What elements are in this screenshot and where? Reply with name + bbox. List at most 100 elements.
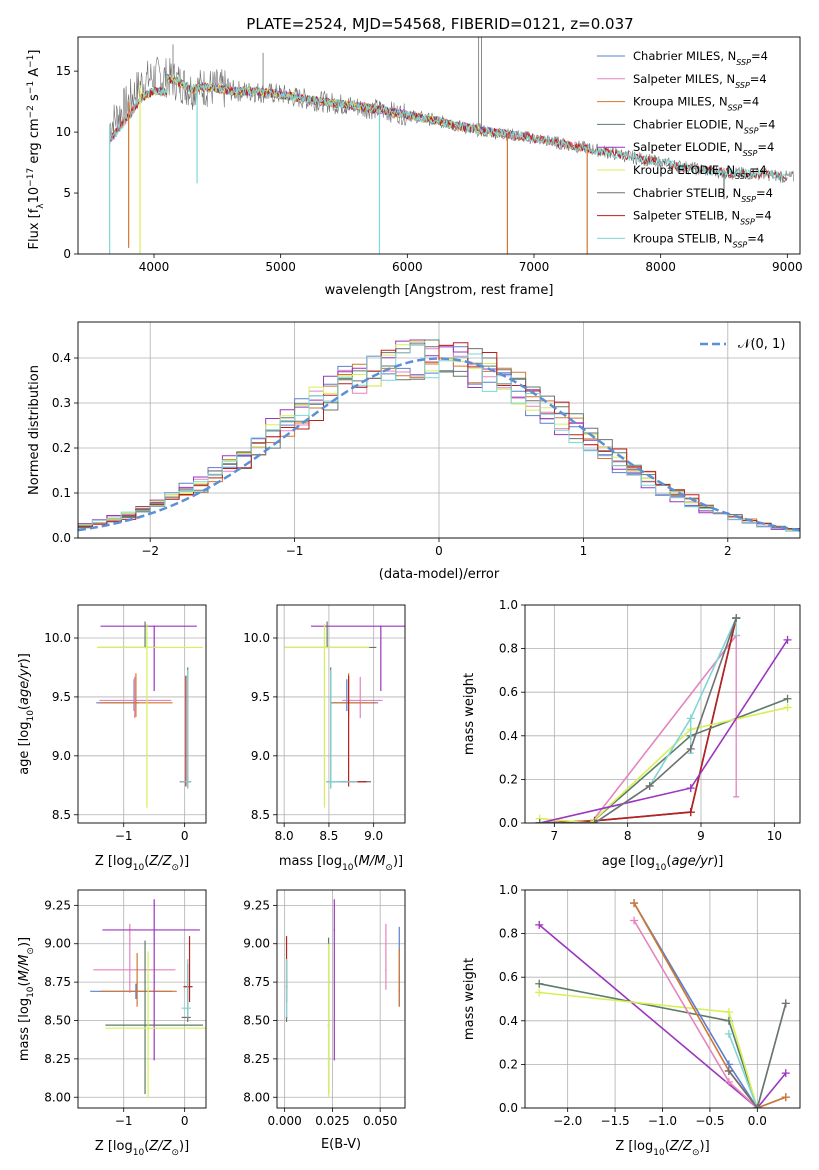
weight-marker: [783, 694, 792, 703]
data-point: [323, 646, 326, 649]
data-point: [129, 969, 131, 971]
data-point: [359, 699, 362, 702]
legend-label: Kroupa STELIB, NSSP=4: [633, 231, 764, 249]
weight-marker: [753, 1104, 762, 1108]
weight_vs_Z-plot: [535, 899, 790, 1108]
data-point: [285, 1007, 288, 1010]
data-point: [385, 969, 387, 971]
weight_vs_age-axes: 7 8 9 10 0.0 0.2 0.4 0.6 0.8 1.0: [499, 598, 800, 843]
residuals-frame: [77, 321, 801, 539]
data-point: [144, 1024, 146, 1026]
weight-line: [539, 991, 759, 1108]
x-tick-label: 8: [624, 829, 632, 843]
data-point: [188, 985, 191, 988]
y-tick-label: 8.00: [243, 1090, 270, 1104]
y-tick-label: 9.5: [251, 690, 270, 704]
x-tick-label: 4000: [139, 260, 170, 274]
spectrum-plot: [109, 37, 794, 254]
data-point: [135, 702, 137, 704]
age_vs_mass-axes: 8.0 8.5 9.0 8.5 9.0 9.5 10.0: [243, 605, 405, 843]
x-tick-label: 0: [181, 1114, 189, 1128]
x-tick-label: 9: [697, 829, 705, 843]
residuals-legend: 𝒩(0, 1): [700, 337, 785, 352]
data-point: [146, 646, 148, 649]
weight-marker: [535, 819, 544, 823]
y-tick-label: 9.0: [52, 749, 71, 763]
y-tick-label: 0.8: [499, 927, 518, 941]
mass_vs_ebv-plot: [285, 899, 401, 1098]
y-tick-label: 1.0: [499, 598, 518, 612]
data-point: [329, 780, 332, 783]
weight_vs_age-frame: [524, 604, 801, 824]
y-tick-label: 0.1: [52, 486, 71, 500]
data-point: [153, 929, 155, 931]
weight-marker: [645, 781, 654, 790]
weight-vs-z-xlabel: Z [log10(Z/Z⊙)]: [615, 1139, 709, 1158]
model-spectrum: [109, 74, 788, 181]
mass-vs-ebv-xlabel: E(B-V): [321, 1137, 361, 1152]
x-tick-label: 5000: [265, 260, 296, 274]
y-tick-label: 10.0: [44, 631, 71, 645]
y-tick-label: 0.8: [499, 642, 518, 656]
y-tick-label: 0.0: [52, 531, 71, 545]
data-point: [186, 1007, 189, 1010]
x-tick-label: 10: [767, 829, 782, 843]
age_vs_mass-frame: [276, 604, 406, 824]
age_vs_Z-plot: [96, 621, 203, 808]
legend-label: Salpeter ELODIE, NSSP=4: [633, 140, 774, 158]
weight-marker: [781, 999, 790, 1008]
data-point: [398, 990, 401, 993]
x-tick-label: 9.0: [364, 829, 383, 843]
y-tick-label: 1.0: [499, 883, 518, 897]
weight-marker: [732, 614, 741, 623]
x-tick-label: −1.0: [648, 1114, 677, 1128]
x-tick-label: 7: [551, 829, 559, 843]
y-tick-label: 10.0: [243, 631, 270, 645]
y-tick-label: 5: [63, 186, 71, 200]
spectrum-legend: Chabrier MILES, NSSP=4 Salpeter MILES, NS…: [597, 49, 775, 249]
y-tick-label: 9.00: [44, 937, 71, 951]
age_vs_Z-frame: [77, 604, 207, 824]
weight-line: [538, 924, 787, 1108]
y-tick-label: 8.50: [243, 1013, 270, 1027]
residuals-ylabel: Normed distribution: [27, 365, 42, 495]
y-tick-label: 0.6: [499, 685, 518, 699]
x-tick-label: 8000: [645, 260, 676, 274]
y-tick-label: 0.0: [499, 1101, 518, 1115]
y-tick-label: 0.2: [52, 441, 71, 455]
legend-label: Salpeter STELIB, NSSP=4: [633, 209, 772, 227]
x-tick-label: 1: [580, 544, 588, 558]
legend-label: 𝒩(0, 1): [738, 337, 785, 352]
x-tick-label: −2: [141, 544, 159, 558]
y-tick-label: 8.25: [44, 1052, 71, 1066]
gaussian-curve: [78, 357, 800, 532]
x-tick-label: 0.025: [315, 1114, 349, 1128]
x-tick-label: 8.5: [319, 829, 338, 843]
x-tick-label: −1: [115, 1114, 133, 1128]
age_vs_mass-plot: [284, 621, 405, 808]
weight-line: [539, 982, 759, 1108]
y-tick-label: 15: [56, 64, 71, 78]
weight-line: [539, 639, 789, 823]
weight-marker: [535, 988, 544, 997]
x-tick-label: 0.0: [748, 1114, 767, 1128]
weight-marker: [686, 808, 695, 817]
y-tick-label: 8.50: [44, 1013, 71, 1027]
weight-marker: [781, 1093, 790, 1102]
x-tick-label: −0.5: [695, 1114, 724, 1128]
y-tick-label: 0.4: [499, 1014, 518, 1028]
weight_vs_Z-frame: [524, 889, 801, 1109]
weight-marker: [783, 703, 792, 712]
x-tick-label: −1.5: [601, 1114, 630, 1128]
x-tick-label: 2: [724, 544, 732, 558]
x-tick-label: −1: [286, 544, 304, 558]
y-tick-label: 9.5: [52, 690, 71, 704]
y-tick-label: 0.4: [52, 351, 71, 365]
x-tick-label: 0.050: [363, 1114, 397, 1128]
weight-marker: [724, 1008, 733, 1017]
y-tick-label: 0.3: [52, 396, 71, 410]
y-tick-label: 9.25: [44, 898, 71, 912]
charts-layer: 4000 5000 6000 7000 8000 9000051015wavelength…: [17, 36, 803, 1158]
weight-marker: [630, 916, 639, 925]
legend-label: Chabrier ELODIE, NSSP=4: [633, 117, 775, 135]
